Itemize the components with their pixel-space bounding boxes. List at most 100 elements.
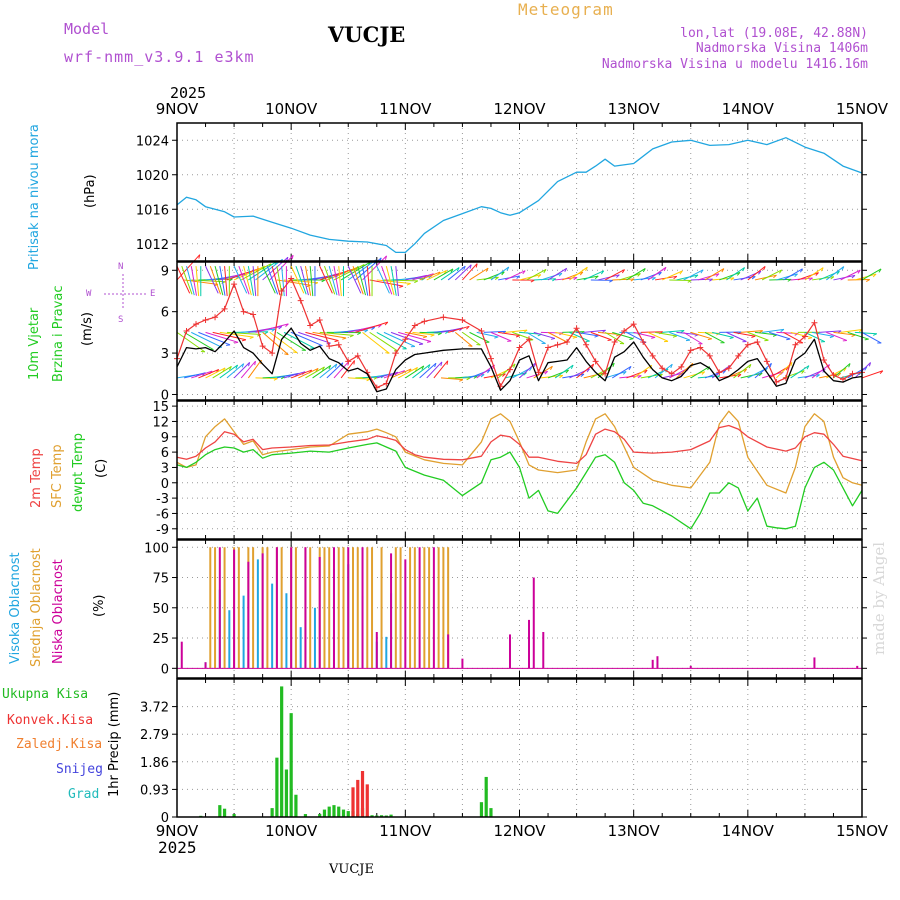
wind-gust-marker: [307, 322, 314, 329]
wind-arrow-head: [801, 370, 805, 374]
wind-arrow: [209, 265, 222, 295]
cloud-tick-label: 25: [152, 632, 169, 647]
wind-arrow-head: [772, 334, 778, 337]
precip-frame: [176, 678, 863, 818]
wind-arrow: [176, 254, 201, 281]
precip-bar: [479, 802, 484, 817]
wind-arrow: [381, 265, 393, 295]
wind-arrow: [224, 266, 228, 297]
wind-arrow-head: [437, 332, 442, 336]
precip-bar: [322, 809, 327, 817]
wind-gust-marker: [516, 344, 523, 351]
wind-arrow-head: [779, 269, 783, 274]
wind-arrow-head: [550, 366, 553, 370]
wind-arrow-head: [506, 266, 510, 271]
wind-arrow-head: [630, 278, 635, 282]
wind-gust-marker: [573, 325, 580, 332]
precip-bar: [222, 808, 227, 817]
wind-arrow-head: [427, 364, 431, 369]
wind-arrow-head: [284, 353, 289, 356]
wind-arrow: [811, 364, 830, 379]
wind-gust-marker: [668, 370, 675, 377]
wind-arrow: [662, 329, 685, 333]
wind-arrow: [854, 273, 877, 281]
pressure-frame: [176, 122, 863, 262]
wind-arrow: [352, 265, 364, 295]
wind-arrow: [626, 268, 646, 281]
date-label-bottom: 14NOV: [722, 822, 775, 840]
precip-bar: [318, 814, 322, 817]
pressure-tick-label: 1024: [136, 134, 169, 149]
elevation-label: Nadmorska Visina 1406m: [695, 41, 868, 56]
wind-arrow-head: [794, 273, 798, 278]
wind-arrow: [633, 331, 656, 338]
wind-arrow: [219, 364, 238, 379]
date-label-bottom: 13NOV: [608, 822, 661, 840]
wind-gust-marker: [259, 343, 266, 350]
wind-arrow-head: [349, 334, 354, 338]
pressure-tick-label: 1020: [136, 169, 169, 184]
wind-arrow-head: [799, 268, 803, 273]
wind-gust-marker: [354, 352, 361, 359]
year-top: 2025: [170, 84, 207, 102]
wind-arrow: [547, 267, 567, 281]
wind-arrow: [426, 361, 443, 379]
wind-arrow-head: [530, 279, 535, 283]
date-label-bottom: 11NOV: [379, 822, 432, 840]
wind-gust-marker: [506, 366, 513, 373]
wind-arrow-head: [879, 370, 884, 375]
wind-gust-marker: [288, 275, 295, 282]
wind-arrow-head: [769, 363, 772, 368]
compass-w: W: [86, 289, 92, 299]
compass-e: E: [150, 289, 156, 299]
pressure-tick-label: 1012: [136, 238, 169, 253]
wind-arrow: [826, 331, 847, 341]
wind-gust-marker: [849, 370, 856, 377]
wind-arrow: [426, 270, 447, 281]
wind-arrow: [312, 365, 331, 379]
wind-arrow: [533, 278, 556, 281]
wind-arrow: [790, 365, 810, 379]
precip-bar: [484, 776, 488, 817]
wind-arrow-head: [773, 274, 777, 279]
wind-arrow: [576, 331, 599, 337]
wind-arrow-head: [763, 266, 766, 271]
wind-arrow-head: [463, 265, 466, 270]
wind-arrow-head: [694, 274, 699, 279]
wind-gust-marker: [602, 370, 609, 377]
date-label-top: 15NOV: [836, 100, 889, 118]
wind-arrow-head: [790, 362, 793, 367]
model-label: Model: [64, 20, 110, 38]
wind-arrow: [633, 364, 652, 379]
wind-arrow-head: [515, 335, 521, 338]
wind-arrow: [811, 331, 834, 337]
wind-arrow-head: [594, 335, 599, 338]
wind-arrow-head: [602, 329, 606, 333]
wind-arrow: [490, 266, 510, 281]
wind-arrow-head: [701, 371, 706, 375]
wind-arrow-head: [537, 274, 542, 278]
wind-arrow-head: [868, 362, 872, 367]
wind-arrow-head: [679, 270, 683, 275]
year-bottom: 2025: [158, 838, 197, 857]
wind-arrow: [683, 371, 705, 379]
precip-bar: [275, 757, 279, 817]
wind-arrow: [826, 266, 845, 281]
wind-arrow: [290, 331, 323, 347]
wind-arrow-head: [559, 375, 564, 379]
wind-arrow: [483, 330, 506, 333]
wind-arrow: [238, 265, 250, 295]
wind-arrow: [362, 331, 390, 354]
wind-arrow: [619, 273, 641, 281]
wind-arrow-head: [271, 328, 276, 332]
wind-arrow: [191, 331, 223, 348]
wind-arrow: [526, 331, 546, 344]
wind-arrow-head: [742, 267, 746, 272]
wind-arrow: [783, 268, 803, 281]
wind-arrow-head: [466, 377, 471, 381]
wind-arrow: [690, 331, 712, 340]
wind-arrow: [804, 267, 824, 281]
wind-arrow-head: [663, 267, 667, 272]
precip-tick-label: 3.72: [140, 701, 169, 716]
wind-arrow-head: [422, 336, 428, 339]
